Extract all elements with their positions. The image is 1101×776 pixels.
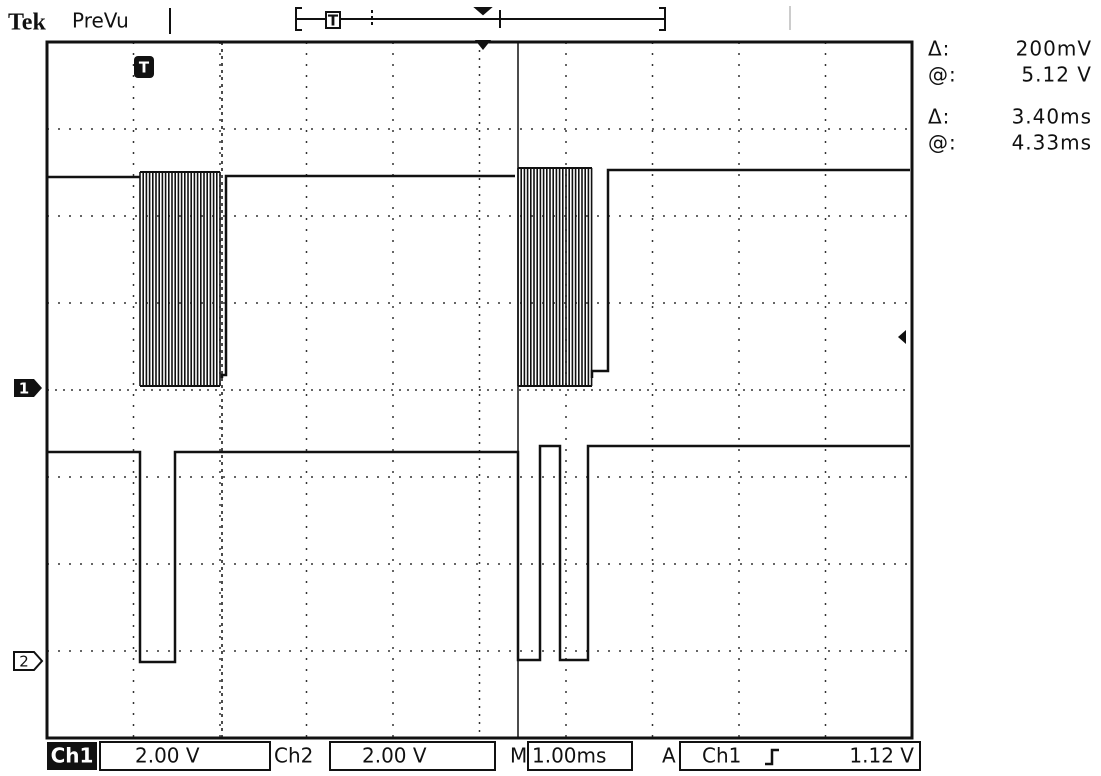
ch1-marker-label: 1 [19,380,29,398]
time-scale: 1.00ms [532,744,606,768]
readout-value: 4.33ms [1012,131,1092,155]
trigger-level: 1.12 V [849,744,914,768]
readout-value: 5.12 V [1021,63,1092,87]
ch2-marker-label: 2 [19,653,29,671]
readout-value: 3.40ms [1012,105,1092,129]
ch1-scale: 2.00 V [135,744,200,768]
readout-label: Δ: [928,37,950,61]
time-label: M [510,744,527,768]
trigger-source: Ch1 [702,744,741,768]
oscilloscope-screen: Tek PreVu T T 1 2 Δ: 200mV @: 5.12 V Δ: … [0,0,1101,776]
trigger-marker-label: T [139,59,150,77]
brand: Tek [8,10,46,36]
status-bar: Ch1 2.00 V Ch2 2.00 V M 1.00ms A Ch1 1.1… [47,742,920,770]
readout-label: @: [928,63,957,87]
graticule [47,42,912,738]
mode: PreVu [72,9,129,33]
trigger-position [475,40,491,50]
ch2-scale: 2.00 V [362,744,427,768]
ch1-bursts [140,168,592,386]
ch2-label: Ch2 [274,744,313,768]
record-ruler [296,8,665,30]
trigger-level-marker [898,330,906,344]
readout-label: Δ: [928,105,950,129]
readout-label: @: [928,131,957,155]
trigger-slope-icon [765,750,779,764]
readout-value: 200mV [1016,37,1092,61]
ruler-trigger: T [328,12,339,30]
burst [140,172,220,386]
burst [518,168,592,386]
ch1-label: Ch1 [51,744,94,768]
trigger-label: A [662,744,676,768]
